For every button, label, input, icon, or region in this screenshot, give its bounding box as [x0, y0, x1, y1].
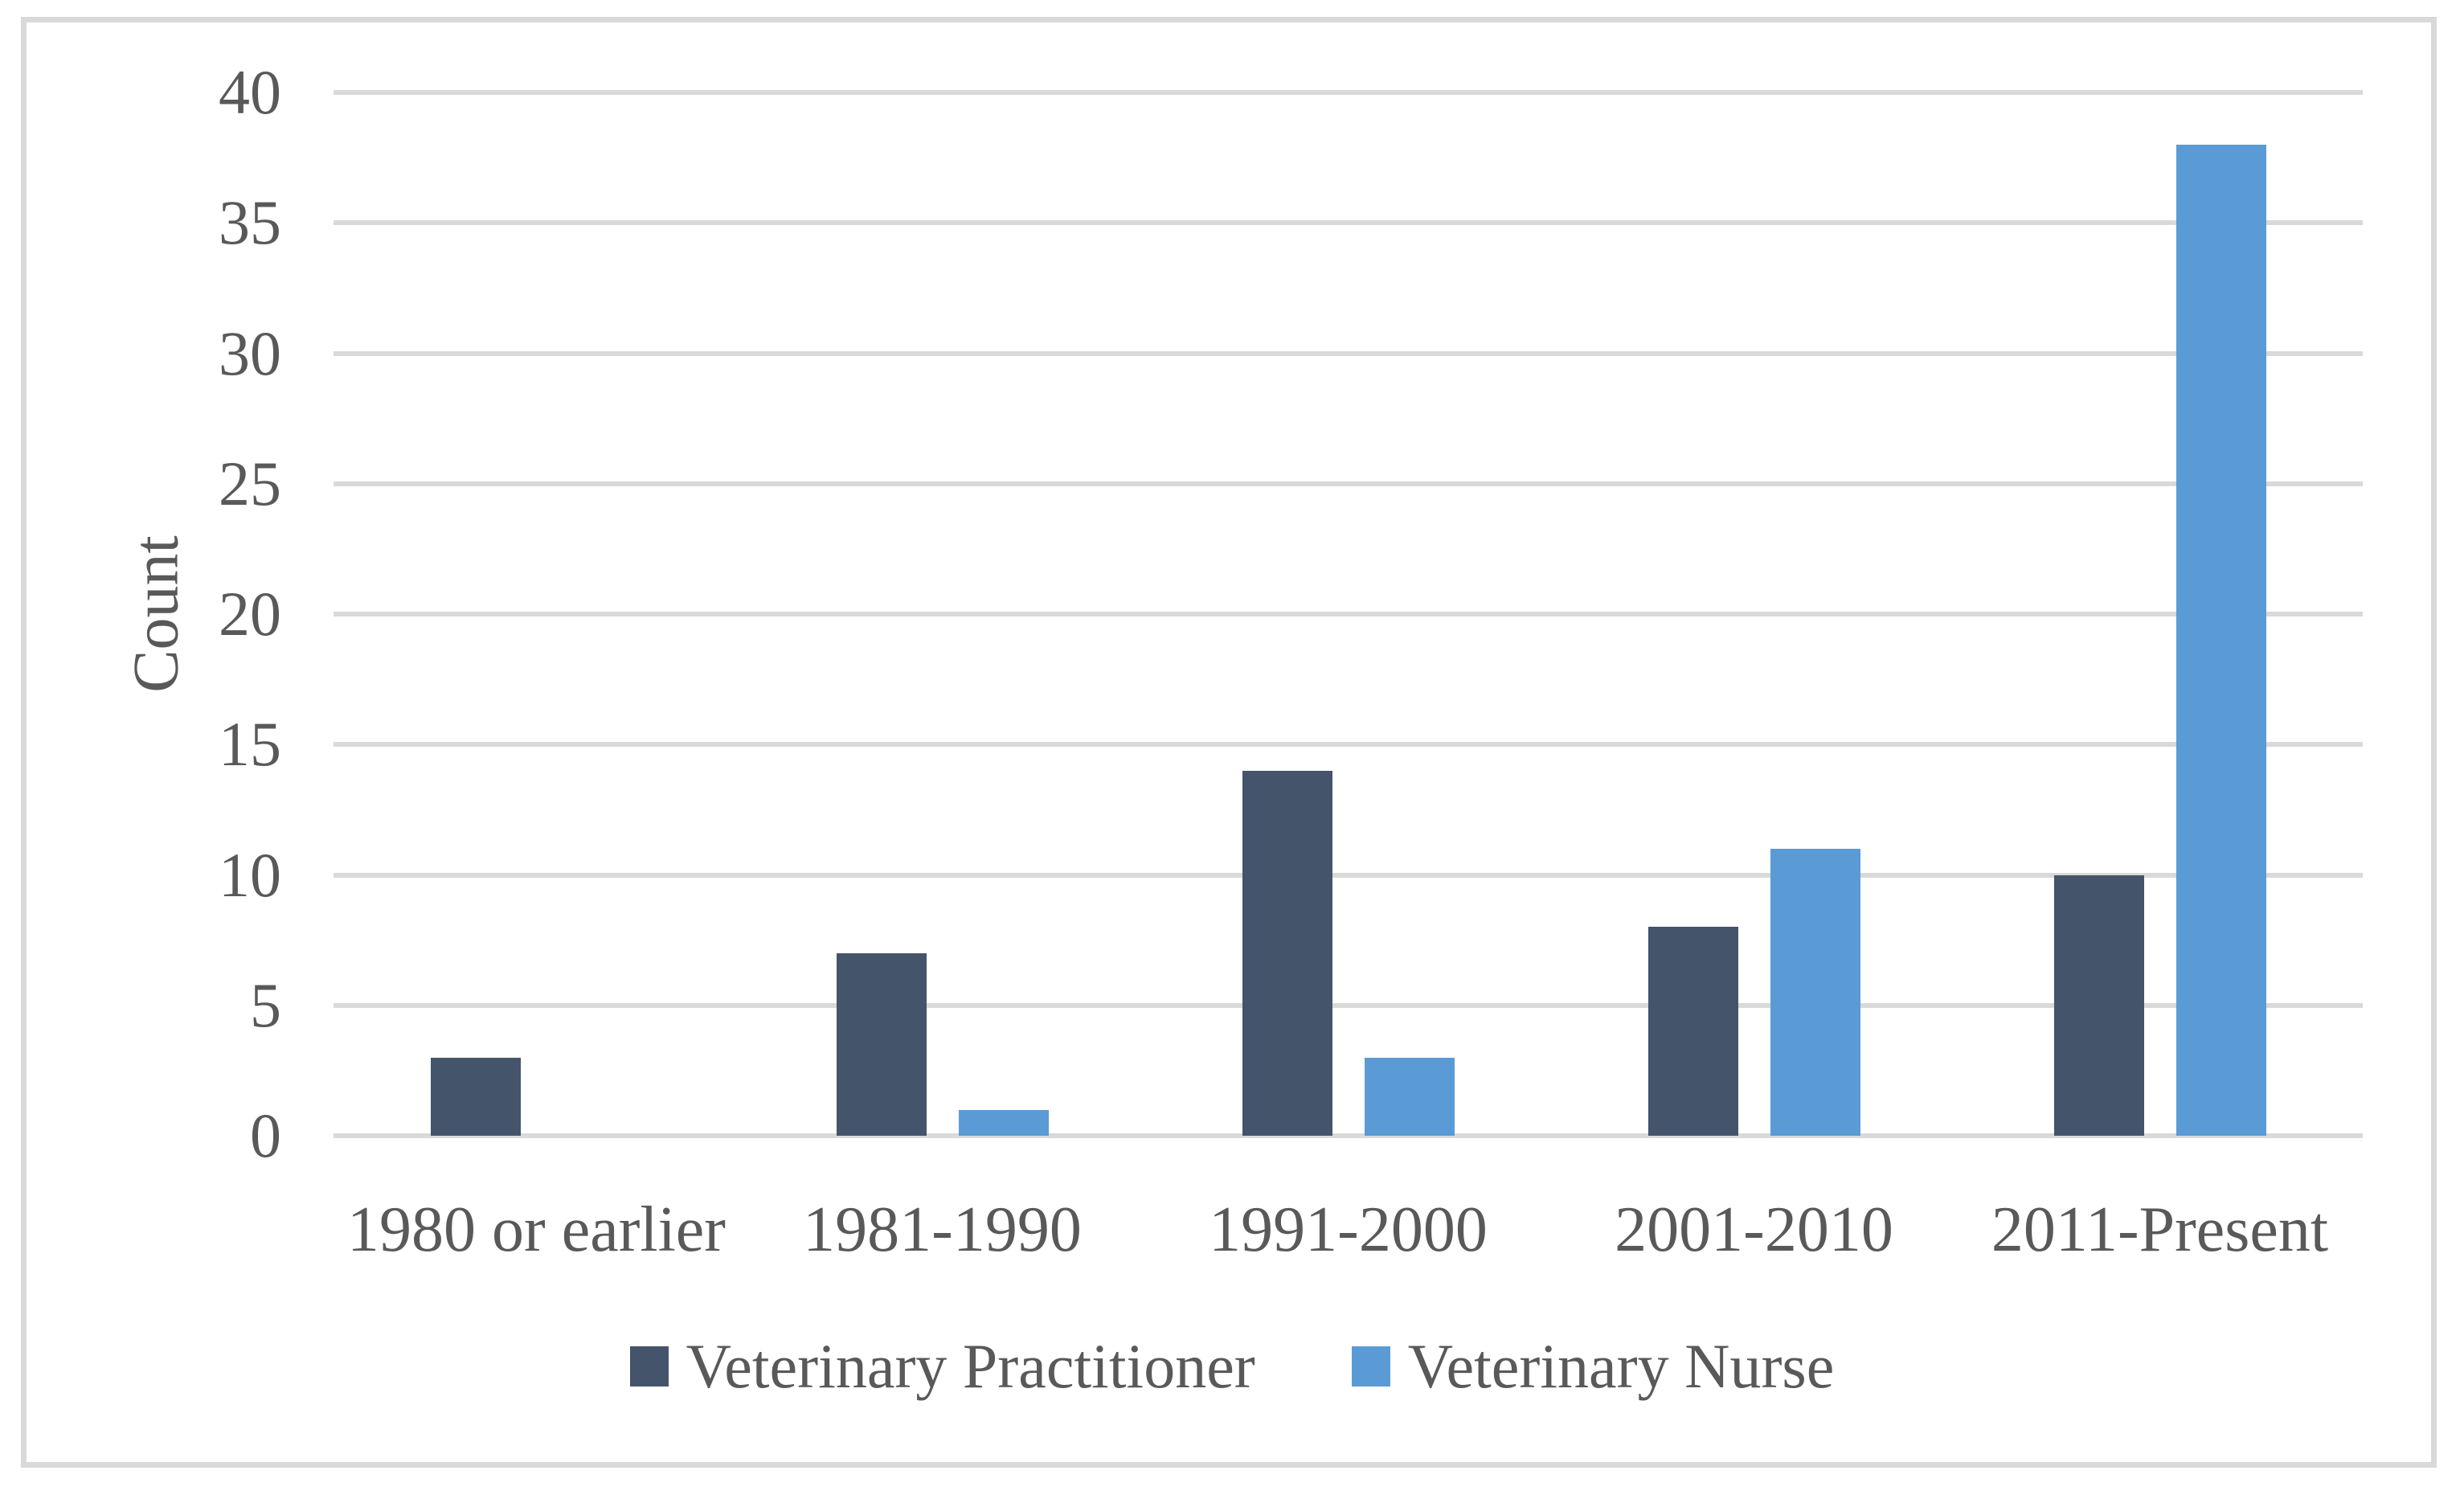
y-tick-label-25: 25 — [219, 448, 281, 518]
legend: Veterinary Practitioner Veterinary Nurse — [0, 1322, 2464, 1411]
gridline-y-35 — [334, 220, 2363, 226]
gridline-y-10 — [334, 872, 2363, 878]
gridline-y-0 — [334, 1133, 2363, 1138]
bar-veterinary-nurse-2 — [1364, 1057, 1455, 1136]
bar-veterinary-nurse-4 — [2175, 144, 2266, 1136]
y-tick-label-15: 15 — [219, 709, 281, 780]
y-tick-label-35: 35 — [219, 187, 281, 258]
legend-swatch-nurse — [1351, 1346, 1390, 1387]
chart-border — [21, 17, 2437, 1468]
gridline-y-20 — [334, 612, 2363, 616]
bar-veterinary-practitioner-2 — [1242, 770, 1332, 1136]
bar-veterinary-nurse-1 — [958, 1109, 1049, 1136]
x-tick-label-2: 1991-2000 — [1209, 1194, 1488, 1265]
y-tick-label-10: 10 — [219, 839, 281, 910]
legend-swatch-practitioner — [629, 1346, 669, 1387]
bar-veterinary-nurse-3 — [1770, 849, 1860, 1136]
gridline-y-25 — [334, 481, 2363, 486]
bar-veterinary-practitioner-4 — [2053, 875, 2144, 1136]
gridline-y-15 — [334, 742, 2363, 748]
y-tick-label-5: 5 — [250, 969, 281, 1040]
x-tick-label-3: 2001-2010 — [1615, 1194, 1893, 1265]
x-tick-label-4: 2011-Present — [1991, 1194, 2329, 1265]
legend-label-practitioner: Veterinary Practitioner — [686, 1331, 1255, 1401]
gridline-y-40 — [334, 90, 2363, 95]
bar-veterinary-practitioner-3 — [1647, 927, 1738, 1136]
x-tick-label-1: 1981-1990 — [803, 1194, 1082, 1265]
x-tick-label-0: 1980 or earlier — [347, 1194, 726, 1265]
gridline-y-5 — [334, 1002, 2363, 1008]
legend-item-veterinary-practitioner: Veterinary Practitioner — [629, 1330, 1255, 1403]
y-tick-label-40: 40 — [219, 57, 281, 127]
bar-veterinary-practitioner-0 — [430, 1057, 521, 1136]
gridline-y-30 — [334, 350, 2363, 356]
y-tick-label-0: 0 — [250, 1100, 281, 1170]
y-tick-label-30: 30 — [219, 317, 281, 388]
legend-item-veterinary-nurse: Veterinary Nurse — [1351, 1330, 1835, 1403]
y-tick-label-20: 20 — [219, 579, 281, 649]
legend-label-nurse: Veterinary Nurse — [1407, 1331, 1835, 1401]
bar-veterinary-practitioner-1 — [836, 952, 927, 1136]
